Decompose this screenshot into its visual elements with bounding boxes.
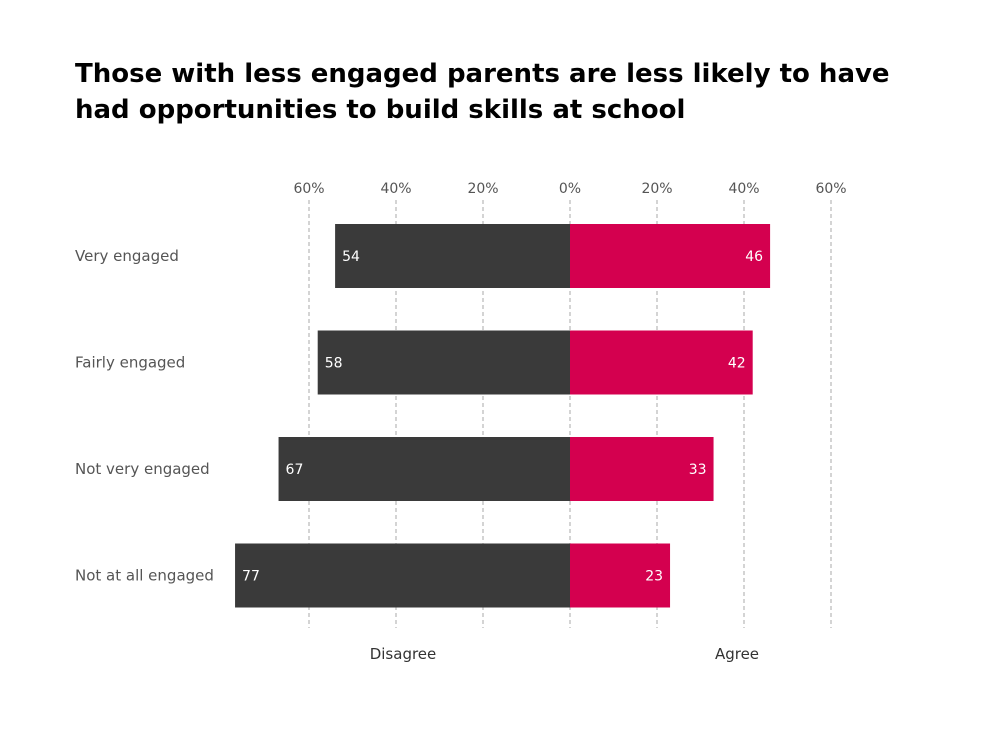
bar-disagree	[235, 543, 571, 608]
side-label-disagree: Disagree	[370, 645, 437, 663]
data-label-agree: 42	[728, 356, 746, 372]
bar-disagree	[317, 330, 570, 395]
bar-agree	[570, 330, 753, 395]
category-label: Fairly engaged	[75, 354, 185, 372]
data-label-disagree: 77	[242, 569, 260, 585]
chart-title-line-2: had opportunities to build skills at sch…	[75, 95, 686, 125]
bar-agree	[570, 437, 714, 501]
category-label: Not very engaged	[75, 460, 210, 478]
chart-title-line-1: Those with less engaged parents are less…	[75, 59, 890, 89]
data-label-disagree: 67	[286, 462, 304, 478]
side-label-agree: Agree	[715, 645, 759, 663]
data-label-agree: 33	[689, 462, 707, 478]
x-tick-label: 20%	[467, 181, 498, 197]
data-label-disagree: 58	[325, 356, 343, 372]
category-labels: Very engaged Fairly engaged Not very engag…	[75, 247, 214, 585]
bar-disagree	[278, 437, 570, 501]
category-label: Not at all engaged	[75, 567, 214, 585]
x-tick-label: 20%	[641, 181, 672, 197]
chart-title: Those with less engaged parents are less…	[75, 56, 935, 128]
bar-agree	[570, 224, 771, 288]
bars: 54 46 58 42 67 33 77 23	[235, 224, 771, 608]
x-tick-label: 40%	[728, 181, 759, 197]
x-tick-label: 0%	[559, 181, 581, 197]
x-axis-ticks: 60% 40% 20% 0% 20% 40% 60%	[293, 181, 846, 197]
x-tick-label: 60%	[815, 181, 846, 197]
bar-disagree	[335, 224, 570, 288]
data-label-agree: 23	[645, 569, 663, 585]
x-tick-label: 60%	[293, 181, 324, 197]
side-labels: Disagree Agree	[370, 645, 759, 663]
category-label: Very engaged	[75, 247, 179, 265]
data-label-agree: 46	[745, 249, 763, 265]
data-label-disagree: 54	[342, 249, 360, 265]
bar-agree	[570, 543, 671, 608]
x-tick-label: 40%	[380, 181, 411, 197]
